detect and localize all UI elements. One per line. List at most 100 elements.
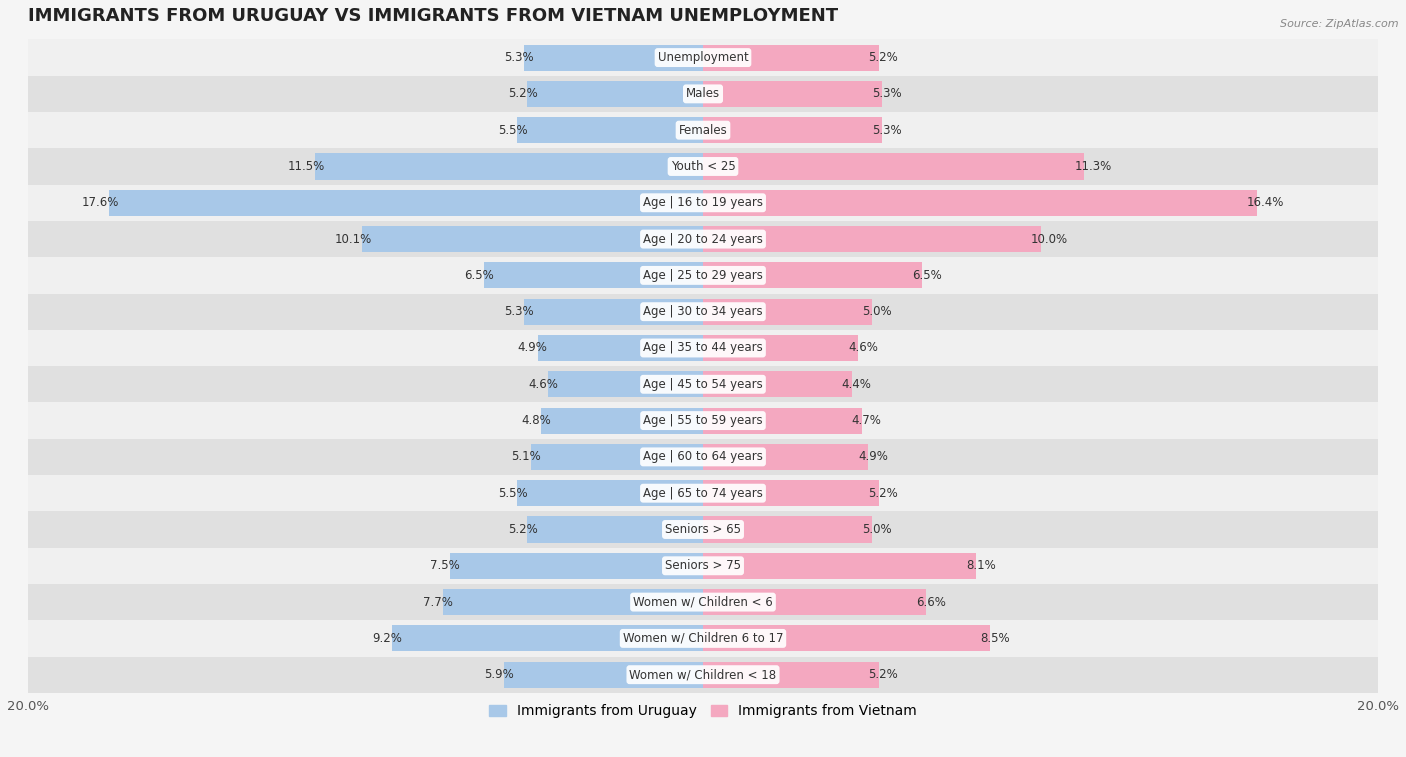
Text: IMMIGRANTS FROM URUGUAY VS IMMIGRANTS FROM VIETNAM UNEMPLOYMENT: IMMIGRANTS FROM URUGUAY VS IMMIGRANTS FR…: [28, 7, 838, 25]
Bar: [392, 625, 703, 652]
Bar: [517, 480, 703, 506]
Bar: [28, 185, 1378, 221]
Text: Age | 30 to 34 years: Age | 30 to 34 years: [643, 305, 763, 318]
Bar: [28, 76, 1378, 112]
Text: 6.5%: 6.5%: [912, 269, 942, 282]
Text: 4.6%: 4.6%: [848, 341, 877, 354]
Legend: Immigrants from Uruguay, Immigrants from Vietnam: Immigrants from Uruguay, Immigrants from…: [484, 699, 922, 724]
Text: 7.7%: 7.7%: [423, 596, 453, 609]
Text: 4.4%: 4.4%: [841, 378, 872, 391]
Bar: [703, 226, 1040, 252]
Text: Women w/ Children < 6: Women w/ Children < 6: [633, 596, 773, 609]
Text: 5.2%: 5.2%: [508, 87, 537, 101]
Bar: [28, 39, 1378, 76]
Bar: [28, 475, 1378, 511]
Text: 9.2%: 9.2%: [373, 632, 402, 645]
Text: 5.2%: 5.2%: [508, 523, 537, 536]
Bar: [517, 117, 703, 143]
Text: Age | 35 to 44 years: Age | 35 to 44 years: [643, 341, 763, 354]
Bar: [703, 117, 882, 143]
Text: Women w/ Children 6 to 17: Women w/ Children 6 to 17: [623, 632, 783, 645]
Text: 5.3%: 5.3%: [872, 123, 901, 137]
Bar: [703, 444, 869, 470]
Text: Age | 45 to 54 years: Age | 45 to 54 years: [643, 378, 763, 391]
Text: Age | 65 to 74 years: Age | 65 to 74 years: [643, 487, 763, 500]
Bar: [28, 511, 1378, 547]
Bar: [363, 226, 703, 252]
Text: 8.1%: 8.1%: [966, 559, 995, 572]
Bar: [484, 263, 703, 288]
Text: 8.5%: 8.5%: [980, 632, 1010, 645]
Bar: [28, 403, 1378, 439]
Text: 11.3%: 11.3%: [1074, 160, 1112, 173]
Bar: [315, 154, 703, 179]
Text: 6.6%: 6.6%: [915, 596, 945, 609]
Text: Seniors > 75: Seniors > 75: [665, 559, 741, 572]
Bar: [28, 656, 1378, 693]
Bar: [703, 298, 872, 325]
Text: 5.1%: 5.1%: [512, 450, 541, 463]
Bar: [524, 298, 703, 325]
Bar: [108, 190, 703, 216]
Text: Age | 60 to 64 years: Age | 60 to 64 years: [643, 450, 763, 463]
Text: 6.5%: 6.5%: [464, 269, 494, 282]
Text: Women w/ Children < 18: Women w/ Children < 18: [630, 668, 776, 681]
Text: 4.6%: 4.6%: [529, 378, 558, 391]
Bar: [503, 662, 703, 688]
Text: Youth < 25: Youth < 25: [671, 160, 735, 173]
Bar: [527, 516, 703, 543]
Bar: [28, 547, 1378, 584]
Text: 10.0%: 10.0%: [1031, 232, 1067, 245]
Text: 4.7%: 4.7%: [852, 414, 882, 427]
Text: 5.3%: 5.3%: [505, 305, 534, 318]
Bar: [28, 620, 1378, 656]
Bar: [28, 148, 1378, 185]
Text: 5.9%: 5.9%: [484, 668, 515, 681]
Text: Age | 20 to 24 years: Age | 20 to 24 years: [643, 232, 763, 245]
Text: 4.9%: 4.9%: [858, 450, 889, 463]
Bar: [703, 553, 976, 579]
Text: 17.6%: 17.6%: [82, 196, 120, 209]
Bar: [703, 263, 922, 288]
Text: Seniors > 65: Seniors > 65: [665, 523, 741, 536]
Text: 5.2%: 5.2%: [869, 487, 898, 500]
Text: 5.5%: 5.5%: [498, 487, 527, 500]
Bar: [527, 81, 703, 107]
Text: 5.2%: 5.2%: [869, 51, 898, 64]
Bar: [28, 112, 1378, 148]
Text: Age | 55 to 59 years: Age | 55 to 59 years: [643, 414, 763, 427]
Bar: [703, 625, 990, 652]
Text: 5.3%: 5.3%: [505, 51, 534, 64]
Bar: [548, 371, 703, 397]
Text: 4.9%: 4.9%: [517, 341, 548, 354]
Text: 5.0%: 5.0%: [862, 523, 891, 536]
Bar: [28, 330, 1378, 366]
Bar: [28, 257, 1378, 294]
Text: 4.8%: 4.8%: [522, 414, 551, 427]
Bar: [703, 407, 862, 434]
Bar: [703, 335, 858, 361]
Bar: [703, 81, 882, 107]
Text: Source: ZipAtlas.com: Source: ZipAtlas.com: [1281, 19, 1399, 29]
Text: Age | 16 to 19 years: Age | 16 to 19 years: [643, 196, 763, 209]
Bar: [703, 516, 872, 543]
Text: 11.5%: 11.5%: [288, 160, 325, 173]
Bar: [703, 480, 879, 506]
Bar: [703, 45, 879, 70]
Bar: [703, 371, 852, 397]
Bar: [703, 190, 1257, 216]
Text: 5.0%: 5.0%: [862, 305, 891, 318]
Bar: [28, 439, 1378, 475]
Text: Females: Females: [679, 123, 727, 137]
Text: Unemployment: Unemployment: [658, 51, 748, 64]
Bar: [531, 444, 703, 470]
Bar: [703, 589, 925, 615]
Bar: [28, 294, 1378, 330]
Text: 5.2%: 5.2%: [869, 668, 898, 681]
Bar: [443, 589, 703, 615]
Text: Age | 25 to 29 years: Age | 25 to 29 years: [643, 269, 763, 282]
Text: 5.5%: 5.5%: [498, 123, 527, 137]
Bar: [524, 45, 703, 70]
Bar: [703, 662, 879, 688]
Text: 5.3%: 5.3%: [872, 87, 901, 101]
